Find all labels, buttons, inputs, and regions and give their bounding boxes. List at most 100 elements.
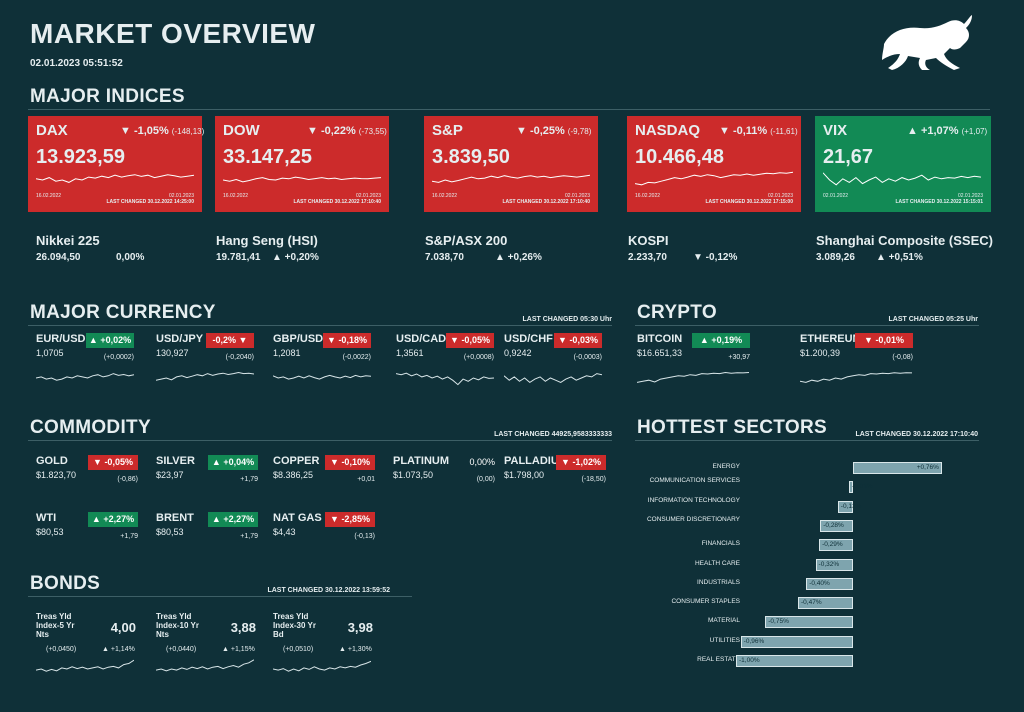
- sector-row[interactable]: REAL ESTATE -1,00%: [630, 654, 980, 668]
- sparkline-wrap: [503, 367, 603, 394]
- sparkline-wrap: [35, 367, 135, 394]
- index-value: 19.781,41: [216, 252, 261, 263]
- bond-item[interactable]: Treas Yld Index-10 Yr Nts 3,88 (+0,0440) ▲ …: [155, 612, 268, 684]
- sector-row[interactable]: FINANCIALS -0,29%: [630, 538, 980, 552]
- card-start-date: 16.02.2022: [432, 193, 458, 199]
- index-hangseng[interactable]: Hang Seng (HSI) 19.781,41 ▲ +0,20%: [216, 233, 319, 263]
- index-card-nasdaq[interactable]: NASDAQ ▼ -0,11% (-11,61) 10.466,48 16.02.202…: [627, 116, 801, 212]
- crypto-item-ethereum[interactable]: ETHEREUM $1.200,39 (-0,08) ▼ -0,01%: [799, 333, 913, 394]
- currencies-item-usdjpy[interactable]: USD/JPY 130,927 (-0,2040) -0,2% ▼: [155, 333, 255, 393]
- sector-row[interactable]: ENERGY +0,76%: [630, 461, 980, 475]
- card-value: 3.839,50: [432, 146, 510, 168]
- divider: [28, 596, 412, 597]
- ticker-price: $1.823,70: [36, 470, 77, 480]
- ticker-price: $8.386,25: [273, 470, 314, 480]
- sector-bar: [736, 655, 853, 667]
- bond-name: Treas Yld Index-30 Yr Bd: [273, 612, 316, 639]
- change-badge: 0,00%: [469, 457, 495, 467]
- ticker-price: $80,53: [156, 527, 184, 537]
- sector-row[interactable]: CONSUMER DISCRETIONARY -0,28%: [630, 516, 980, 533]
- ticker-name: ETHEREUM: [800, 333, 862, 345]
- ticker-delta: (-0,0022): [342, 354, 371, 361]
- bond-item[interactable]: Treas Yld Index-30 Yr Bd 3,98 (+0,0510) ▲ +…: [272, 612, 385, 684]
- bull-icon: [882, 15, 972, 70]
- card-sparkline: [223, 176, 381, 183]
- commodity-item-silver[interactable]: SILVER $23,97 +1,79 ▲ +0,04%: [156, 455, 260, 495]
- sector-row[interactable]: UTILITIES -0,96%: [630, 635, 980, 649]
- card-change: ▼ -0,22% (-73,55): [307, 125, 387, 137]
- commodity-item-palladium[interactable]: PALLADIUM $1.798,00 (-18,50) ▼ -1,02%: [504, 455, 608, 495]
- change-badge: ▼ -2,85%: [325, 512, 375, 527]
- index-card-vix[interactable]: VIX ▲ +1,07% (+1,07) 21,67 02.01.2022 02.01.2…: [815, 116, 991, 212]
- change-badge: ▼ -1,02%: [556, 455, 606, 470]
- change-badge: ▲ +0,02%: [86, 333, 134, 348]
- commodity-item-wti[interactable]: WTI $80,53 +1,79 ▲ +2,27%: [36, 512, 140, 552]
- card-change: ▼ -1,05% (-148,13): [120, 125, 204, 137]
- sector-row[interactable]: CONSUMER STAPLES -0,47%: [630, 596, 980, 610]
- index-ssec[interactable]: Shanghai Composite (SSEC) 3.089,26 ▲ +0,5…: [816, 233, 993, 263]
- card-last-changed: LAST CHANGED 30.12.2022 17:15:00: [705, 199, 793, 205]
- sector-label: HEALTH CARE: [694, 559, 740, 567]
- sector-row[interactable]: HEALTH CARE -0,32%: [630, 558, 980, 572]
- currencies-item-eurusd[interactable]: EUR/USD 1,0705 (+0,0002) ▲ +0,02%: [35, 333, 135, 394]
- sector-value: -0,96%: [743, 637, 765, 645]
- commodity-item-brent[interactable]: BRENT $80,53 +1,79 ▲ +2,27%: [156, 512, 260, 552]
- ticker-delta: +1,79: [120, 533, 138, 540]
- card-end-date: 02.01.2023: [767, 193, 793, 199]
- change-badge: ▼ -0,03%: [554, 333, 602, 348]
- card-sparkline: [823, 172, 981, 186]
- card-start-date: 16.02.2022: [223, 193, 249, 199]
- commodity-item-natgas[interactable]: NAT GAS $4,43 (-0,13) ▼ -2,85%: [273, 512, 377, 552]
- sector-row[interactable]: MATERIAL -0,75%: [630, 615, 980, 629]
- timestamp: 02.01.2023 05:51:52: [30, 58, 123, 69]
- card-value: 33.147,25: [223, 146, 312, 168]
- commodity-item-platinum[interactable]: PLATINUM $1.073,50 (0,00) 0,00%: [393, 455, 497, 495]
- index-nikkei[interactable]: Nikkei 225 26.094,50 0,00%: [36, 233, 144, 263]
- currencies-item-gbpusd[interactable]: GBP/USD 1,2081 (-0,0022) ▼ -0,18%: [272, 333, 372, 393]
- crypto-item-bitcoin[interactable]: BITCOIN $16.651,33 +30,97 ▲ +0,19%: [636, 333, 750, 393]
- sector-row[interactable]: COMMUNICATION SERVICES -0,03%: [630, 477, 980, 494]
- divider: [28, 325, 612, 326]
- commodity-item-copper[interactable]: COPPER $8.386,25 +0,01 ▼ -0,10%: [273, 455, 377, 495]
- ticker-price: $4,43: [273, 527, 296, 537]
- ticker-name: WTI: [36, 512, 57, 524]
- bond-item[interactable]: Treas Yld Index-5 Yr Nts 4,00 (+0,0450) ▲ +…: [35, 612, 148, 684]
- card-value: 10.466,48: [635, 146, 724, 168]
- sector-value: -0,28%: [823, 521, 844, 529]
- last-changed-commodity: LAST CHANGED 44925,9583333333: [494, 431, 612, 438]
- sector-row[interactable]: INDUSTRIALS -0,40%: [630, 577, 980, 591]
- index-value: 7.038,70: [425, 252, 464, 263]
- index-kospi[interactable]: KOSPI 2.233,70 ▼ -0,12%: [628, 233, 737, 263]
- ticker-delta: (-18,50): [581, 476, 606, 483]
- currencies-item-usdchf[interactable]: USD/CHF 0,9242 (-0,0003) ▼ -0,03%: [503, 333, 603, 394]
- commodity-item-gold[interactable]: GOLD $1.823,70 (-0,86) ▼ -0,05%: [36, 455, 140, 495]
- ticker-sparkline: [799, 372, 913, 383]
- sector-value: -1,00%: [739, 657, 760, 664]
- ticker-sparkline: [503, 373, 603, 384]
- sparkline-wrap: [799, 367, 913, 394]
- index-change: ▲ +0,26%: [495, 252, 542, 263]
- index-card-dow[interactable]: DOW ▼ -0,22% (-73,55) 33.147,25 16.02.2022 02…: [215, 116, 389, 212]
- ticker-price: 1,2081: [273, 348, 301, 358]
- card-sparkline: [36, 174, 194, 183]
- ticker-delta: (-0,86): [117, 476, 138, 483]
- ticker-price: $80,53: [36, 527, 64, 537]
- card-name: DAX: [36, 122, 68, 139]
- index-asx[interactable]: S&P/ASX 200 7.038,70 ▲ +0,26%: [425, 233, 542, 263]
- bond-value: 3,88: [230, 620, 256, 635]
- card-change-points: (-73,55): [358, 127, 387, 136]
- bond-change: ▲ +1,30%: [339, 646, 372, 653]
- sector-row[interactable]: INFORMATION TECHNOLOGY -0,13%: [630, 497, 980, 514]
- bond-name: Treas Yld Index-5 Yr Nts: [36, 612, 75, 639]
- section-title-indices: MAJOR INDICES: [30, 86, 185, 107]
- ticker-name: EUR/USD: [36, 333, 86, 345]
- bond-change: ▲ +1,14%: [102, 646, 135, 653]
- sector-value: +0,76%: [916, 464, 939, 471]
- change-badge: -0,2% ▼: [206, 333, 254, 348]
- index-card-sp[interactable]: S&P ▼ -0,25% (-9,78) 3.839,50 16.02.2022 02.0…: [424, 116, 598, 212]
- currencies-item-usdcad[interactable]: USD/CAD 1,3561 (+0,0008) ▼ -0,05%: [395, 333, 495, 394]
- ticker-price: 0,9242: [504, 348, 532, 358]
- index-card-dax[interactable]: DAX ▼ -1,05% (-148,13) 13.923,59 16.02.2022 0…: [28, 116, 204, 212]
- ticker-delta: (-0,2040): [225, 354, 254, 361]
- sparkline-wrap: [395, 367, 495, 394]
